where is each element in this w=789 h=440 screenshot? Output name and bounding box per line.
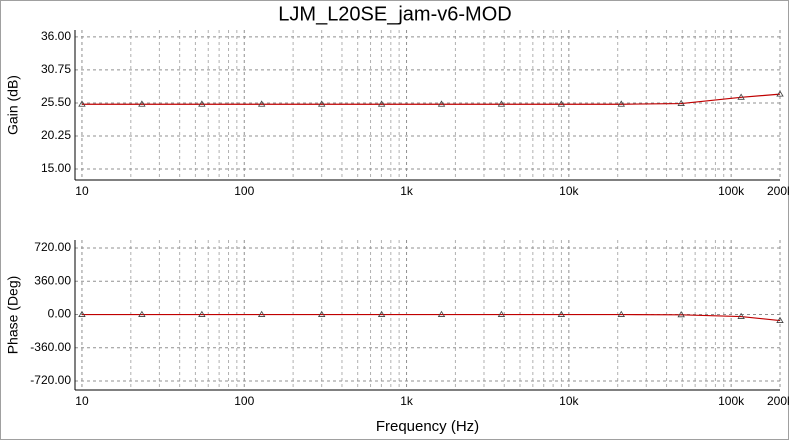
x-tick-label: 1k <box>400 394 414 408</box>
marker <box>317 100 326 107</box>
marker <box>257 310 266 317</box>
marker <box>138 100 146 107</box>
y-tick-label: -360.00 <box>30 340 71 354</box>
marker <box>737 93 745 100</box>
x-tick-label: 10k <box>559 184 579 198</box>
marker <box>78 310 86 317</box>
series-line <box>81 313 781 322</box>
marker <box>497 310 506 317</box>
y-tick-label: -720.00 <box>30 373 71 387</box>
marker <box>617 310 625 317</box>
marker <box>437 100 446 107</box>
marker <box>78 100 86 107</box>
series-line <box>81 93 781 105</box>
marker <box>198 310 206 317</box>
x-tick-label: 10 <box>75 184 89 198</box>
y-tick-label: 720.00 <box>34 240 71 254</box>
y-tick-label: 360.00 <box>34 273 71 287</box>
y-tick-label: 15.00 <box>41 161 71 175</box>
marker <box>557 310 566 317</box>
x-tick-label: 100 <box>234 394 254 408</box>
marker <box>138 310 146 317</box>
marker <box>617 100 625 107</box>
x-tick-label: 200k <box>767 184 789 198</box>
x-tick-label: 1k <box>400 184 414 198</box>
marker <box>377 310 386 317</box>
marker <box>557 100 566 107</box>
y-axis-label: Gain (dB) <box>5 75 21 135</box>
x-axis-label: Frequency (Hz) <box>376 418 479 435</box>
y-tick-label: 36.00 <box>41 29 71 43</box>
marker <box>776 90 784 97</box>
marker <box>677 311 685 318</box>
x-tick-label: 100k <box>718 184 745 198</box>
marker <box>198 100 206 107</box>
x-tick-label: 10 <box>75 394 89 408</box>
y-tick-label: 30.75 <box>41 62 71 76</box>
x-tick-label: 100 <box>234 184 254 198</box>
chart-title: LJM_L20SE_jam-v6-MOD <box>278 3 511 25</box>
x-tick-label: 10k <box>559 394 579 408</box>
marker <box>317 310 326 317</box>
marker <box>677 99 685 106</box>
x-tick-label: 200k <box>767 394 789 408</box>
y-tick-label: 20.25 <box>41 128 71 142</box>
marker <box>377 100 386 107</box>
y-tick-label: 0.00 <box>48 307 72 321</box>
y-axis-label: Phase (Deg) <box>5 276 21 355</box>
marker <box>437 310 446 317</box>
y-tick-label: 25.50 <box>41 95 71 109</box>
marker <box>257 100 266 107</box>
marker <box>737 312 745 319</box>
x-tick-label: 100k <box>718 394 745 408</box>
marker <box>497 100 506 107</box>
marker <box>776 316 784 323</box>
